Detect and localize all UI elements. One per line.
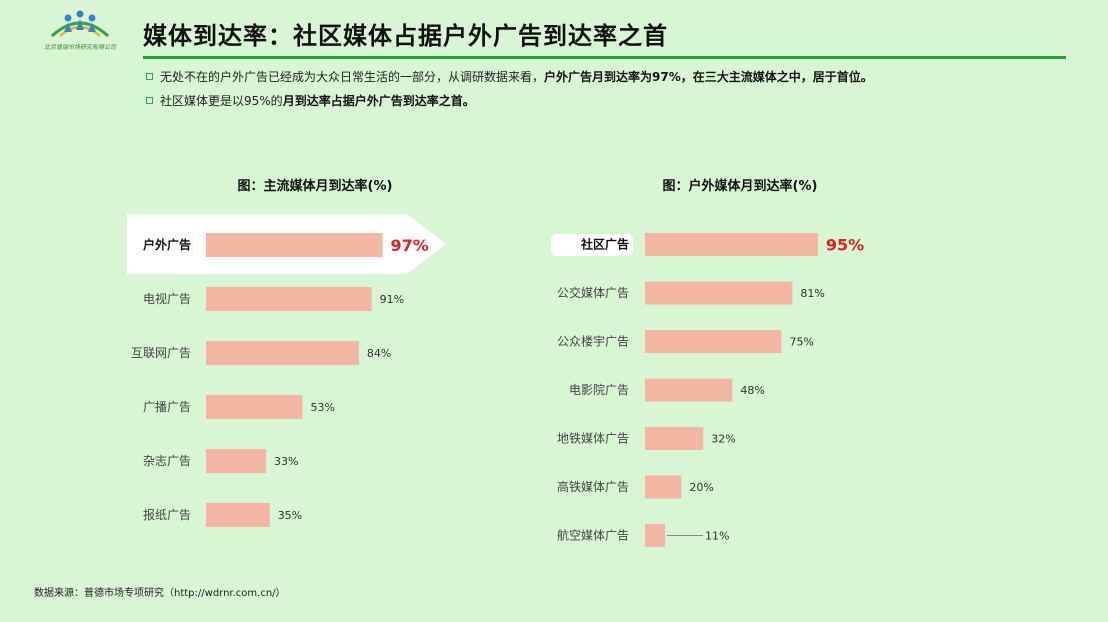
right-value-label: 20%: [689, 481, 713, 494]
right-chart-title: 图：户外媒体月到达率(%): [662, 179, 818, 194]
right-value-label: 95%: [826, 236, 864, 255]
left-value-label: 53%: [310, 401, 334, 414]
left-category-label: 报纸广告: [143, 507, 191, 522]
right-bar: [645, 233, 818, 256]
bullet-marker-icon: [146, 73, 153, 80]
right-bar: [645, 378, 733, 402]
right-category-label: 地铁媒体广告: [557, 432, 629, 446]
left-category-label: 互联网广告: [131, 346, 191, 360]
right-value-label: 32%: [711, 433, 735, 446]
title-divider: [143, 56, 1066, 59]
right-bar: [645, 524, 666, 547]
company-name: 北京普瑞市场研究有限公司: [43, 44, 116, 51]
bullet-text: 无处不在的户外广告已经成为大众日常生活的一部分，从调研数据来看，: [160, 70, 545, 84]
right-category-label: 公众楼宇广告: [557, 334, 629, 349]
bullet-text-bold: 月到达率占据户外广告到达率之首。: [282, 94, 475, 108]
bullet-list: 无处不在的户外广告已经成为大众日常生活的一部分，从调研数据来看，户外广告月到达率…: [146, 68, 1046, 116]
left-bar: [206, 503, 270, 527]
left-value-label: 35%: [278, 509, 302, 522]
highlight-pill: [551, 234, 633, 256]
right-bar: [645, 475, 682, 499]
right-bar: [645, 281, 793, 305]
left-category-label: 杂志广告: [143, 454, 191, 468]
right-value-label: 75%: [790, 336, 814, 349]
bullet-text-bold: 户外广告月到达率为97%，在三大主流媒体之中，居于首位。: [544, 70, 873, 84]
company-logo: 北京普瑞市场研究有限公司: [22, 6, 138, 52]
people-arch-icon: [50, 10, 110, 38]
left-bar: [206, 341, 359, 365]
left-value-label: 84%: [367, 347, 391, 360]
left-value-label: 97%: [391, 236, 429, 255]
bullet-marker-icon: [146, 97, 153, 104]
right-value-label: 48%: [740, 384, 764, 397]
left-chart-title: 图：主流媒体月到达率(%): [237, 179, 393, 194]
right-value-label: 11%: [705, 530, 729, 543]
bullet-text: 社区媒体更是以95%的: [160, 94, 283, 108]
right-category-label: 电影院广告: [569, 383, 629, 397]
bullet-item-2: 社区媒体更是以95%的月到达率占据户外广告到达率之首。: [146, 92, 1046, 116]
left-bar: [206, 395, 303, 419]
left-bar: [206, 233, 383, 257]
left-value-label: 91%: [380, 293, 404, 306]
left-bar: [206, 287, 372, 311]
bullet-item-1: 无处不在的户外广告已经成为大众日常生活的一部分，从调研数据来看，户外广告月到达率…: [146, 68, 1046, 92]
right-bar: [645, 330, 782, 353]
right-category-label: 公交媒体广告: [557, 285, 629, 300]
right-bar: [645, 427, 704, 450]
left-category-label: 户外广告: [143, 237, 191, 252]
right-category-label: 高铁媒体广告: [557, 479, 629, 494]
right-category-label: 航空媒体广告: [557, 528, 629, 543]
right-category-label: 社区广告: [580, 237, 629, 252]
left-bar: [206, 449, 267, 473]
right-value-label: 81%: [800, 287, 824, 300]
left-category-label: 电视广告: [143, 291, 191, 306]
left-category-label: 广播广告: [143, 400, 191, 414]
left-value-label: 33%: [274, 455, 298, 468]
data-source-note: 数据来源：普德市场专项研究（http://wdrnr.com.cn/）: [34, 588, 286, 599]
page-title: 媒体到达率：社区媒体占据户外广告到达率之首: [143, 22, 668, 50]
